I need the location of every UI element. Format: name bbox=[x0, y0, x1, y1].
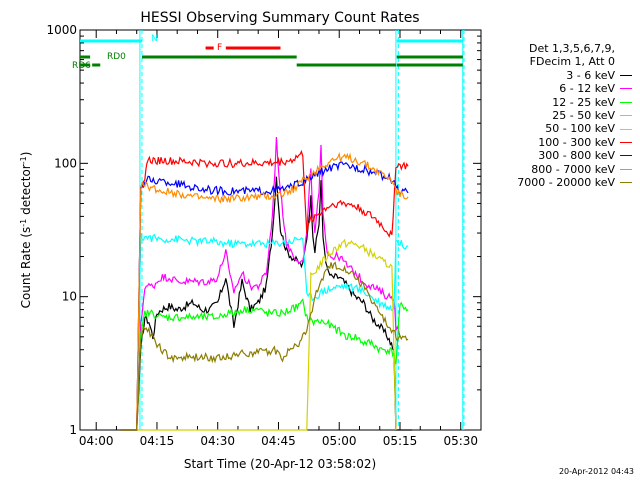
series-line bbox=[120, 151, 409, 431]
series-layer bbox=[120, 136, 413, 431]
series-line bbox=[136, 238, 397, 431]
series-line bbox=[120, 136, 401, 431]
y-axis-label: Count Rate (s-1 detector-1) bbox=[19, 152, 33, 309]
legend-swatch bbox=[620, 142, 632, 144]
series-line bbox=[120, 233, 409, 431]
legend-swatch bbox=[620, 75, 632, 77]
series-line bbox=[120, 149, 409, 431]
legend-entry: 25 - 50 keV bbox=[490, 109, 632, 122]
x-tick-label: 04:15 bbox=[140, 434, 175, 448]
legend-entry: 50 - 100 keV bbox=[490, 122, 632, 135]
legend-swatch bbox=[620, 155, 632, 157]
legend-entry: 300 - 800 keV bbox=[490, 149, 632, 162]
legend-entry: 3 - 6 keV bbox=[490, 69, 632, 82]
state-bar-label: F bbox=[217, 43, 222, 53]
x-axis-label: Start Time (20-Apr-12 03:58:02) bbox=[184, 457, 376, 471]
legend-swatch bbox=[620, 88, 632, 90]
x-tick-label: 04:00 bbox=[79, 434, 114, 448]
y-tick-label: 1 bbox=[69, 423, 77, 437]
legend: Det 1,3,5,6,7,9, FDecim 1, Att 0 3 - 6 k… bbox=[490, 42, 632, 189]
series-line bbox=[120, 161, 409, 431]
legend-entry: 800 - 7000 keV bbox=[490, 163, 632, 176]
axes: 04:00 04:15 04:30 04:45 05:00 05:15 05:30 1 10 10… bbox=[46, 23, 482, 448]
series-line bbox=[120, 261, 409, 431]
legend-swatch bbox=[620, 115, 632, 117]
legend-swatch bbox=[620, 168, 632, 170]
x-tick-label: 05:30 bbox=[443, 434, 478, 448]
series-line bbox=[120, 176, 413, 431]
legend-entry: 7000 - 20000 keV bbox=[490, 176, 632, 189]
y-tick-label: 10 bbox=[62, 290, 77, 304]
y-tick-label: 100 bbox=[54, 156, 77, 170]
x-tick-label: 04:45 bbox=[261, 434, 296, 448]
legend-swatch bbox=[620, 101, 632, 103]
footer-stamp: 20-Apr-2012 04:43 bbox=[558, 467, 634, 476]
legend-swatch bbox=[620, 128, 632, 130]
instrument-state-lines bbox=[139, 30, 465, 430]
x-tick-label: 05:00 bbox=[322, 434, 357, 448]
legend-header-2: FDecim 1, Att 0 bbox=[529, 55, 615, 69]
legend-entry: 12 - 25 keV bbox=[490, 96, 632, 109]
state-bars: N F RD0 RD6 bbox=[72, 34, 463, 71]
state-bar-label: RD6 bbox=[72, 61, 91, 71]
x-tick-label: 04:30 bbox=[200, 434, 235, 448]
series-line bbox=[120, 298, 409, 431]
state-bar-label: RD0 bbox=[107, 52, 126, 62]
legend-entry: 6 - 12 keV bbox=[490, 82, 632, 95]
legend-entry: 100 - 300 keV bbox=[490, 136, 632, 149]
state-bar-label: N bbox=[151, 34, 158, 44]
x-tick-label: 05:15 bbox=[383, 434, 418, 448]
legend-header-1: Det 1,3,5,6,7,9, bbox=[528, 42, 615, 55]
y-tick-label: 1000 bbox=[46, 23, 77, 37]
chart-title: HESSI Observing Summary Count Rates bbox=[140, 10, 419, 26]
legend-swatch bbox=[620, 182, 632, 184]
